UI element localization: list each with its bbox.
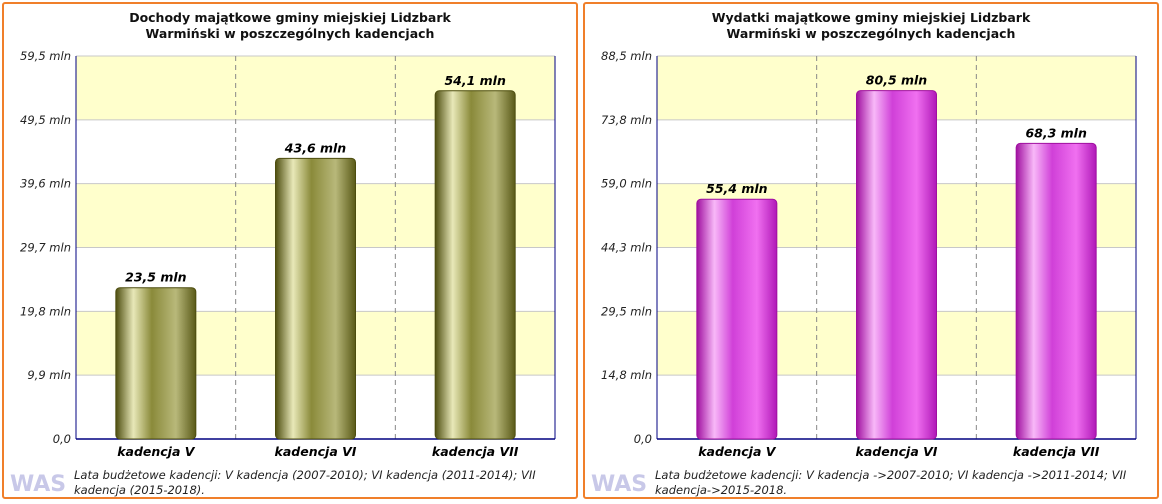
logo-icon: WAS: [591, 472, 647, 496]
chart-title: Dochody majątkowe gminy miejskiej Lidzba…: [129, 10, 451, 41]
chart-title: Wydatki majątkowe gminy miejskiej Lidzba…: [711, 10, 1031, 41]
x-tick-label: kadencja V: [117, 444, 196, 459]
y-tick-label: 88,5 mln: [601, 49, 652, 63]
y-tick-label: 0,0: [53, 432, 71, 446]
bar-value-label: 55,4 mln: [706, 181, 768, 196]
x-tick-label: kadencja VI: [856, 444, 938, 459]
logo-icon: WAS: [10, 472, 66, 496]
y-tick-label: 29,5 mln: [601, 304, 652, 318]
x-tick-label: kadencja VII: [1013, 444, 1100, 459]
bar: [275, 157, 356, 440]
bar-value-label: 23,5 mln: [125, 270, 187, 285]
bar-value-label: 43,6 mln: [284, 140, 347, 155]
y-tick-label: 39,6 mln: [20, 177, 71, 191]
y-tick-label: 0,0: [634, 432, 652, 446]
svg-text:WAS: WAS: [10, 472, 66, 496]
x-tick-label: kadencja VII: [432, 444, 519, 459]
bar-value-label: 80,5 mln: [866, 73, 928, 88]
y-tick-label: 14,8 mln: [601, 368, 652, 382]
y-tick-label: 44,3 mln: [601, 241, 652, 255]
bar-chart: 0,0 14,8 mln 29,5 mln 44,3 mln 59,0 mln 73,8 …: [601, 49, 1137, 459]
bar-value-label: 68,3 mln: [1025, 125, 1087, 140]
chart-footnote: Lata budżetowe kadencji: V kadencja (200…: [74, 468, 536, 497]
bar-chart: 0,0 9,9 mln 19,8 mln 29,7 mln 39,6 mln 49,5 m…: [20, 49, 556, 459]
y-tick-label: 29,7 mln: [20, 241, 71, 255]
y-tick-label: 9,9 mln: [27, 368, 71, 382]
svg-text:WAS: WAS: [591, 472, 647, 496]
y-tick-label: 59,0 mln: [601, 177, 652, 191]
chart-footnote: Lata budżetowe kadencji: V kadencja ->20…: [655, 468, 1127, 497]
bar: [696, 198, 778, 440]
bar: [856, 90, 937, 440]
bar-value-label: 54,1 mln: [444, 73, 506, 88]
y-tick-label: 59,5 mln: [20, 49, 71, 63]
x-tick-label: kadencja V: [698, 444, 777, 459]
left-chart-panel: Dochody majątkowe gminy miejskiej Lidzba…: [2, 2, 578, 499]
bar: [1015, 142, 1097, 440]
y-tick-label: 49,5 mln: [20, 113, 71, 127]
bar: [434, 90, 516, 440]
bar: [115, 287, 197, 440]
right-chart-panel: Wydatki majątkowe gminy miejskiej Lidzba…: [583, 2, 1159, 499]
x-tick-label: kadencja VI: [275, 444, 357, 459]
y-tick-label: 19,8 mln: [20, 304, 71, 318]
y-tick-label: 73,8 mln: [601, 113, 652, 127]
